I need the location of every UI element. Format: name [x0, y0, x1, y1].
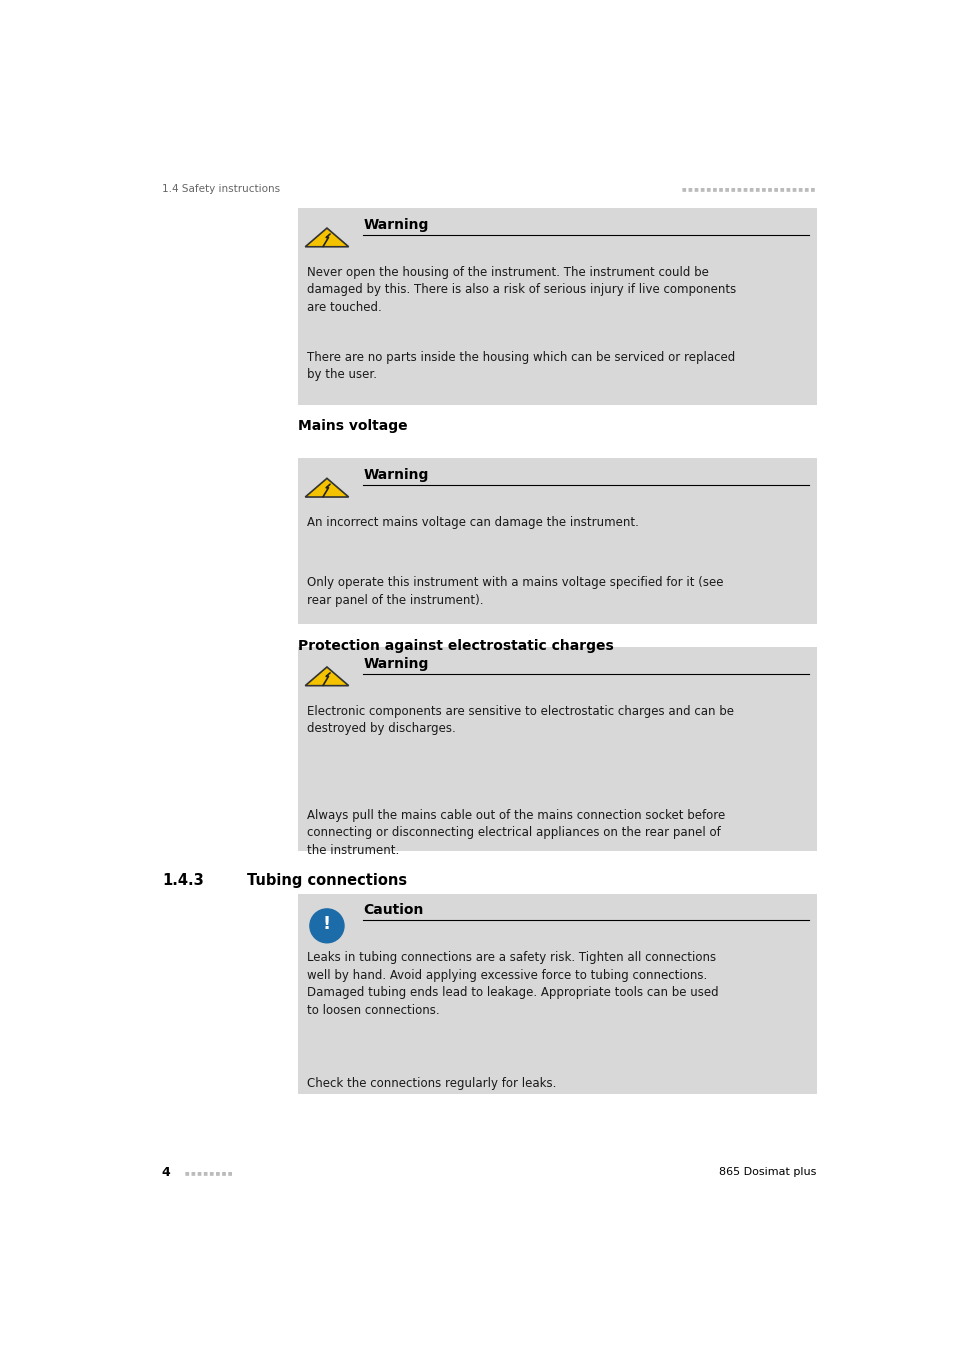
FancyBboxPatch shape: [297, 459, 816, 624]
Text: An incorrect mains voltage can damage the instrument.: An incorrect mains voltage can damage th…: [307, 516, 638, 529]
Text: 4: 4: [162, 1166, 171, 1179]
Text: !: !: [322, 914, 331, 933]
Text: Always pull the mains cable out of the mains connection socket before
connecting: Always pull the mains cable out of the m…: [307, 809, 724, 857]
Text: Mains voltage: Mains voltage: [297, 418, 407, 433]
Text: Electronic components are sensitive to electrostatic charges and can be
destroye: Electronic components are sensitive to e…: [307, 705, 733, 736]
Circle shape: [310, 909, 344, 942]
Text: Warning: Warning: [363, 468, 428, 482]
FancyBboxPatch shape: [297, 208, 816, 405]
Polygon shape: [305, 228, 348, 247]
Text: There are no parts inside the housing which can be serviced or replaced
by the u: There are no parts inside the housing wh…: [307, 351, 734, 381]
Text: Tubing connections: Tubing connections: [247, 873, 407, 888]
Text: 1.4.3: 1.4.3: [162, 873, 203, 888]
FancyBboxPatch shape: [297, 894, 816, 1094]
Polygon shape: [305, 478, 348, 497]
Text: Check the connections regularly for leaks.: Check the connections regularly for leak…: [307, 1077, 556, 1089]
Text: Protection against electrostatic charges: Protection against electrostatic charges: [297, 639, 613, 652]
Text: 865 Dosimat plus: 865 Dosimat plus: [719, 1168, 816, 1177]
Text: Leaks in tubing connections are a safety risk. Tighten all connections
well by h: Leaks in tubing connections are a safety…: [307, 952, 718, 1017]
Text: ■ ■ ■ ■ ■ ■ ■ ■: ■ ■ ■ ■ ■ ■ ■ ■: [185, 1169, 233, 1174]
Text: Caution: Caution: [363, 903, 423, 918]
Text: ■ ■ ■ ■ ■ ■ ■ ■ ■ ■ ■ ■ ■ ■ ■ ■ ■ ■ ■ ■ ■ ■: ■ ■ ■ ■ ■ ■ ■ ■ ■ ■ ■ ■ ■ ■ ■ ■ ■ ■ ■ ■ …: [681, 186, 816, 192]
Text: Warning: Warning: [363, 657, 428, 671]
Text: Warning: Warning: [363, 219, 428, 232]
FancyBboxPatch shape: [297, 647, 816, 850]
Text: Never open the housing of the instrument. The instrument could be
damaged by thi: Never open the housing of the instrument…: [307, 266, 736, 315]
Polygon shape: [305, 667, 348, 686]
Text: 1.4 Safety instructions: 1.4 Safety instructions: [162, 184, 280, 194]
Text: Only operate this instrument with a mains voltage specified for it (see
rear pan: Only operate this instrument with a main…: [307, 576, 722, 606]
